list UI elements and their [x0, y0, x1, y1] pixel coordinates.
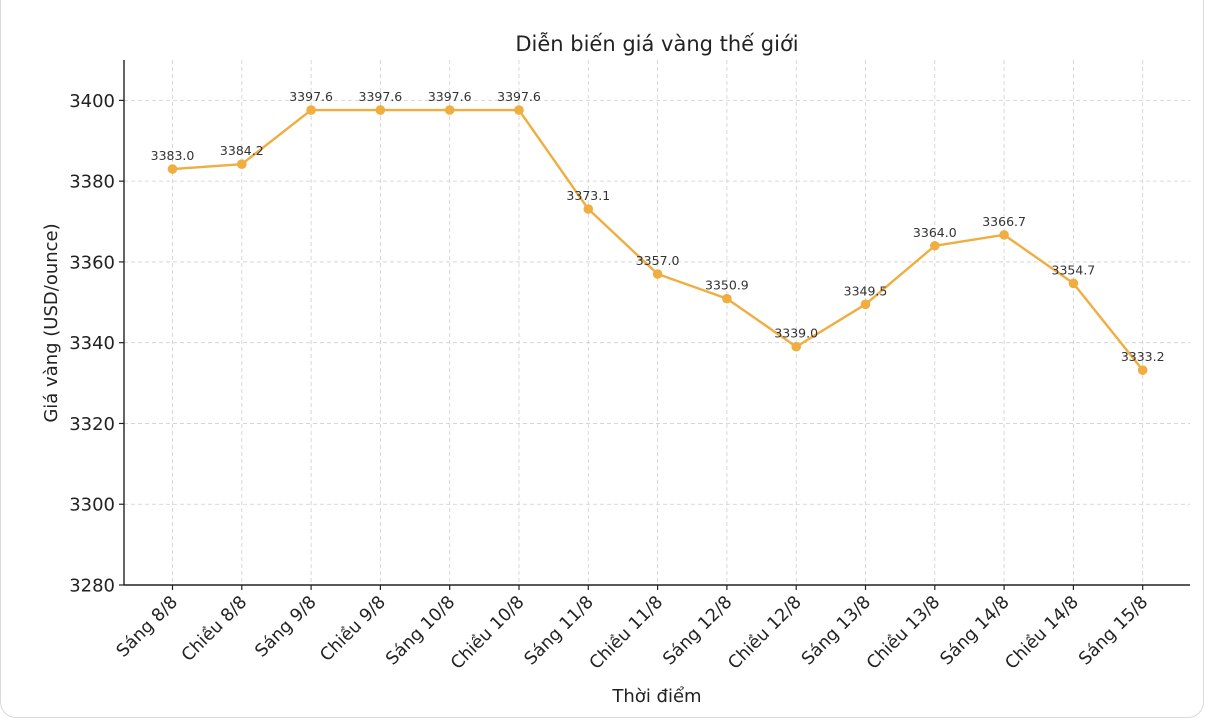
data-label: 3364.0 — [913, 225, 957, 240]
grid-lines — [124, 60, 1190, 586]
price-line — [172, 108, 1144, 371]
data-label: 3333.2 — [1121, 349, 1165, 364]
data-point — [444, 105, 455, 115]
y-tick-label: 3360 — [69, 252, 115, 273]
x-tick-label: Chiều 8/8 — [177, 592, 251, 666]
x-tick-label: Sáng 15/8 — [1075, 592, 1152, 669]
data-point — [791, 341, 801, 352]
data-point — [722, 293, 732, 304]
y-axis-ticks: 3280 3300 3320 3340 3360 3380 3400 — [69, 91, 124, 597]
y-tick-label: 3380 — [69, 172, 115, 193]
data-point — [1137, 365, 1148, 375]
data-label: 3397.6 — [289, 89, 333, 104]
data-point — [167, 164, 178, 174]
data-point — [1068, 278, 1079, 289]
data-label: 3350.9 — [705, 278, 749, 293]
x-tick-label: Sáng 9/8 — [252, 592, 321, 661]
x-axis-label: Thời điểm — [611, 686, 701, 707]
data-point — [930, 240, 940, 251]
data-point — [999, 230, 1009, 240]
x-tick-label: Chiều 12/8 — [724, 592, 806, 674]
data-label: 3354.7 — [1052, 262, 1096, 277]
data-point — [306, 105, 316, 115]
x-tick-label: Chiều 10/8 — [447, 592, 529, 674]
y-tick-label: 3340 — [69, 333, 115, 354]
y-tick-label: 3300 — [69, 495, 115, 516]
x-tick-label: Chiều 13/8 — [862, 592, 944, 674]
data-point — [583, 204, 594, 214]
y-tick-label: 3280 — [69, 576, 115, 597]
data-point — [237, 159, 247, 169]
price-series — [167, 105, 1148, 375]
x-tick-label: Chiều 9/8 — [316, 592, 390, 666]
data-label: 3366.7 — [982, 214, 1026, 229]
x-tick-label: Chiều 14/8 — [1001, 592, 1083, 674]
data-point — [375, 105, 386, 115]
data-label: 3384.2 — [220, 143, 264, 158]
data-point — [652, 269, 663, 279]
data-label: 3373.1 — [566, 188, 610, 203]
x-tick-label: Sáng 8/8 — [113, 592, 182, 661]
data-labels: 3383.0 3384.2 3397.6 3397.6 3397.6 3397.6 3373… — [151, 89, 1165, 364]
data-label: 3349.5 — [844, 283, 888, 298]
y-tick-label: 3320 — [69, 414, 115, 435]
data-label: 3397.6 — [497, 89, 541, 104]
data-label: 3397.6 — [359, 89, 403, 104]
x-tick-label: Chiều 11/8 — [585, 592, 667, 674]
axes — [123, 60, 1190, 586]
data-point — [514, 105, 524, 115]
data-label: 3357.0 — [636, 253, 680, 268]
y-axis-label: Giá vàng (USD/ounce) — [41, 223, 62, 422]
data-label: 3397.6 — [428, 89, 472, 104]
chart-title: Diễn biến giá vàng thế giới — [515, 31, 798, 56]
data-label: 3383.0 — [151, 148, 195, 163]
y-tick-label: 3400 — [69, 91, 115, 112]
data-label: 3339.0 — [774, 326, 818, 341]
data-point — [860, 299, 871, 310]
